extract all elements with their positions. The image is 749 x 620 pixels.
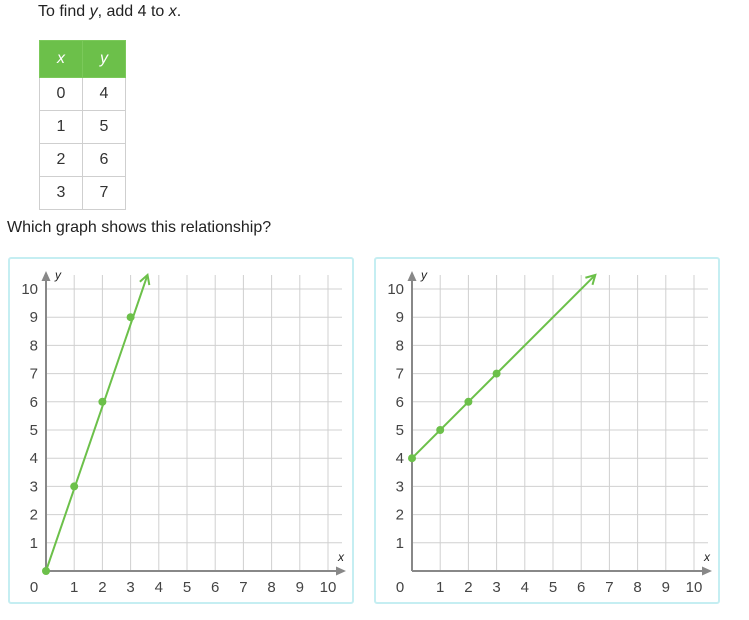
x-tick-label: 1 <box>436 579 444 596</box>
y-tick-label: 7 <box>30 366 38 383</box>
y-tick-label: 2 <box>30 507 38 524</box>
prompt-part: , add 4 to <box>97 3 169 20</box>
data-point <box>42 567 50 575</box>
y-tick-label: 9 <box>396 309 404 326</box>
x-tick-label: 6 <box>211 579 219 596</box>
data-point <box>408 454 416 463</box>
table-cell: 3 <box>39 176 83 210</box>
xy-table: x y 0 4 1 5 2 6 3 7 <box>39 40 126 210</box>
y-tick-label: 4 <box>30 450 38 467</box>
y-axis-label: y <box>420 268 428 282</box>
x-axis-label: x <box>703 550 711 564</box>
table-cell: 5 <box>82 110 126 144</box>
data-point <box>436 426 445 434</box>
prompt-part: . <box>176 3 182 20</box>
graph-2-plot: 0 1 2 3 4 5 6 7 8 9 10 1 2 3 4 5 6 7 8 9 10 x y <box>387 268 712 596</box>
y-tick-label: 2 <box>396 507 404 524</box>
prompt-variable-x: x <box>168 3 177 20</box>
y-tick-label: 1 <box>30 535 38 552</box>
prompt-variable-y: y <box>89 3 98 20</box>
x-tick-label: 5 <box>549 579 557 596</box>
x-tick-label: 9 <box>296 579 304 596</box>
x-tick-label: 2 <box>98 579 106 596</box>
data-point <box>98 397 107 406</box>
x-tick-label: 3 <box>126 579 134 596</box>
y-tick-label: 3 <box>30 478 38 495</box>
x-tick-label: 8 <box>633 579 641 596</box>
series-line <box>45 274 149 572</box>
table-header-row: x y <box>39 40 126 78</box>
x-tick-label: 7 <box>239 579 247 596</box>
series-arrow-icon <box>585 273 597 286</box>
prompt-text: To find y, add 4 to x. <box>38 3 181 21</box>
x-tick-label: 4 <box>521 579 529 596</box>
prompt-part: To find <box>38 3 90 20</box>
x-axis-arrow-icon <box>336 566 346 576</box>
y-axis-arrow-icon <box>407 271 417 281</box>
x-tick-label: 7 <box>605 579 613 596</box>
x-tick-label: 3 <box>492 579 500 596</box>
x-tick-label: 0 <box>396 579 404 596</box>
y-tick-label: 9 <box>30 309 38 326</box>
y-tick-label: 6 <box>396 394 404 411</box>
data-point <box>492 369 501 378</box>
table-cell: 1 <box>39 110 83 144</box>
table-cell: 6 <box>82 143 126 177</box>
y-tick-label: 3 <box>396 478 404 495</box>
answer-choice-graph-2[interactable]: 0 1 2 3 4 5 6 7 8 9 10 1 2 3 4 5 6 7 8 9 10 x y <box>374 257 720 604</box>
x-tick-label: 4 <box>155 579 163 596</box>
y-tick-label: 5 <box>30 422 38 439</box>
x-tick-label: 2 <box>464 579 472 596</box>
table-cell: 7 <box>82 176 126 210</box>
table-row: 1 5 <box>39 110 126 144</box>
y-axis-arrow-icon <box>41 271 51 281</box>
y-tick-label: 10 <box>21 281 38 298</box>
column-header-y: y <box>82 40 126 78</box>
x-tick-label: 1 <box>70 579 78 596</box>
table-row: 3 7 <box>39 176 126 210</box>
y-axis-label: y <box>54 268 62 282</box>
x-axis-label: x <box>337 550 345 564</box>
x-tick-label: 9 <box>662 579 670 596</box>
x-tick-label: 10 <box>686 579 703 596</box>
table-cell: 0 <box>39 77 83 111</box>
x-tick-label: 8 <box>267 579 275 596</box>
y-tick-label: 6 <box>30 394 38 411</box>
y-tick-label: 7 <box>396 366 404 383</box>
table-row: 2 6 <box>39 143 126 177</box>
y-tick-label: 1 <box>396 535 404 552</box>
y-tick-label: 8 <box>30 337 38 354</box>
table-cell: 4 <box>82 77 126 111</box>
y-tick-label: 10 <box>387 281 404 298</box>
x-axis-arrow-icon <box>702 566 712 576</box>
y-tick-label: 8 <box>396 337 404 354</box>
answer-choice-graph-1[interactable]: 0 1 2 3 4 5 6 7 8 9 10 1 2 3 4 5 6 7 8 9 10 x y <box>8 257 354 604</box>
question-text: Which graph shows this relationship? <box>7 219 272 236</box>
y-tick-label: 4 <box>396 450 404 467</box>
data-point <box>70 482 79 491</box>
graph-1-plot: 0 1 2 3 4 5 6 7 8 9 10 1 2 3 4 5 6 7 8 9 10 x y <box>21 268 346 596</box>
table-row: 0 4 <box>39 77 126 111</box>
data-point <box>464 397 473 406</box>
x-tick-label: 6 <box>577 579 585 596</box>
x-tick-label: 0 <box>30 579 38 596</box>
x-tick-label: 10 <box>320 579 337 596</box>
series-arrow-icon <box>139 272 151 286</box>
data-point <box>126 313 135 322</box>
column-header-x: x <box>39 40 83 78</box>
y-tick-label: 5 <box>396 422 404 439</box>
table-cell: 2 <box>39 143 83 177</box>
x-tick-label: 5 <box>183 579 191 596</box>
